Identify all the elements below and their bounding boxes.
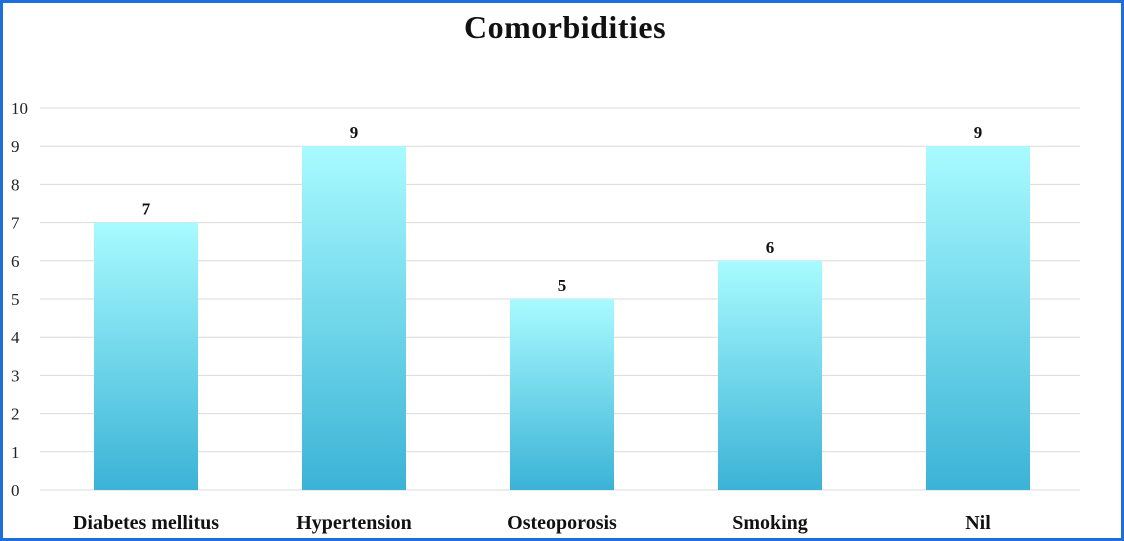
x-category-label: Smoking [732, 512, 808, 534]
x-category-label: Nil [965, 512, 991, 534]
x-category-label: Diabetes mellitus [73, 512, 219, 534]
bar-diabetes-mellitus [94, 222, 198, 490]
data-labels: 7 9 5 6 9 [142, 123, 983, 295]
y-tick-label: 9 [11, 137, 20, 156]
y-tick-label: 10 [11, 99, 28, 118]
y-tick-label: 0 [11, 481, 20, 500]
chart-title: Comorbidities [463, 9, 667, 45]
y-tick-label: 4 [11, 328, 20, 347]
data-label: 9 [350, 123, 359, 142]
x-axis-categories: Diabetes mellitus Hypertension Osteoporosi… [73, 512, 991, 534]
y-tick-label: 7 [11, 214, 20, 233]
y-tick-label: 1 [11, 443, 20, 462]
x-category-label: Osteoporosis [507, 512, 617, 534]
bar-smoking [718, 260, 822, 490]
x-category-label: Hypertension [296, 512, 412, 534]
bars [94, 146, 1030, 490]
data-label: 5 [558, 276, 567, 295]
data-label: 6 [766, 238, 775, 257]
y-tick-label: 5 [11, 290, 20, 309]
bar-hypertension [302, 146, 406, 490]
data-label: 7 [142, 200, 151, 219]
bar-osteoporosis [510, 299, 614, 490]
data-label: 9 [974, 123, 983, 142]
bar-nil [926, 146, 1030, 490]
y-tick-label: 8 [11, 175, 20, 194]
y-tick-label: 6 [11, 252, 20, 271]
bar-chart: 0 1 2 3 4 5 6 7 8 9 10 7 9 5 6 9 Diabetes mellitus Hype… [11, 99, 1080, 534]
y-tick-label: 3 [11, 366, 20, 385]
y-tick-label: 2 [11, 405, 20, 424]
y-axis-ticks: 0 1 2 3 4 5 6 7 8 9 10 [11, 99, 28, 500]
